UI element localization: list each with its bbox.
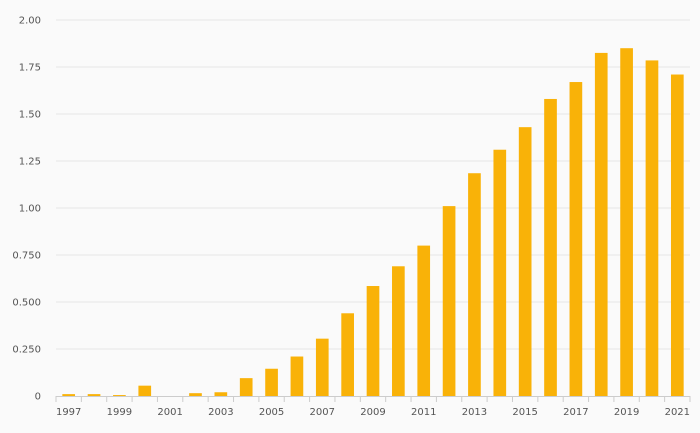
axes bbox=[55, 396, 691, 402]
bar-2009 bbox=[366, 286, 380, 396]
bar-2014 bbox=[493, 149, 507, 396]
y-tick-label: 0 bbox=[35, 392, 41, 403]
bar-2007 bbox=[315, 338, 329, 396]
bar-2000 bbox=[138, 385, 152, 396]
bar-1998 bbox=[87, 394, 101, 396]
bar-2002 bbox=[189, 393, 202, 396]
x-tick-label: 2003 bbox=[208, 407, 233, 418]
bar-2019 bbox=[620, 48, 633, 396]
bar-1997 bbox=[62, 394, 76, 396]
x-tick-label: 2013 bbox=[462, 407, 487, 418]
bar-2013 bbox=[468, 173, 481, 396]
y-tick-label: 1.75 bbox=[19, 63, 41, 74]
y-tick-label: 2.00 bbox=[19, 16, 41, 27]
bar-2011 bbox=[417, 245, 431, 396]
bar-2015 bbox=[518, 127, 532, 396]
x-tick-label: 2015 bbox=[512, 407, 537, 418]
y-axis-labels: 0 0.250 0.500 0.750 1.00 1.25 1.50 1.75 2.00 bbox=[12, 16, 41, 403]
x-tick-label: 2005 bbox=[259, 407, 284, 418]
bar-2006 bbox=[290, 356, 304, 396]
x-tick-label: 1999 bbox=[107, 407, 132, 418]
bar-2016 bbox=[544, 98, 557, 397]
y-tick-label: 0.750 bbox=[12, 251, 41, 262]
bar-2021 bbox=[670, 74, 684, 397]
bars bbox=[62, 48, 684, 397]
x-axis-labels: 1997 1999 2001 2003 2005 2007 2009 2011 2013 2015… bbox=[56, 407, 690, 418]
x-tick-label: 2009 bbox=[360, 407, 385, 418]
y-tick-label: 0.500 bbox=[12, 298, 41, 309]
grid-lines bbox=[56, 19, 690, 350]
bar-2018 bbox=[594, 52, 608, 397]
bar-2008 bbox=[341, 313, 354, 396]
bar-2012 bbox=[442, 206, 456, 396]
y-tick-label: 1.00 bbox=[19, 204, 41, 215]
x-tick-label: 2001 bbox=[157, 407, 182, 418]
y-tick-label: 1.50 bbox=[19, 110, 41, 121]
y-tick-label: 0.250 bbox=[12, 345, 41, 356]
bar-1999 bbox=[113, 395, 126, 396]
x-tick-label: 1997 bbox=[56, 407, 81, 418]
bar-2004 bbox=[239, 378, 253, 396]
x-tick-label: 2021 bbox=[665, 407, 690, 418]
x-tick-label: 2007 bbox=[310, 407, 335, 418]
bar-2020 bbox=[645, 60, 659, 397]
x-tick-label: 2011 bbox=[411, 407, 436, 418]
x-tick-label: 2019 bbox=[614, 407, 639, 418]
bar-2005 bbox=[265, 368, 278, 396]
x-tick-label: 2017 bbox=[563, 407, 588, 418]
bar-2017 bbox=[569, 82, 583, 396]
y-tick-label: 1.25 bbox=[19, 157, 41, 168]
bar-2010 bbox=[392, 266, 405, 396]
bar-2003 bbox=[214, 392, 228, 396]
